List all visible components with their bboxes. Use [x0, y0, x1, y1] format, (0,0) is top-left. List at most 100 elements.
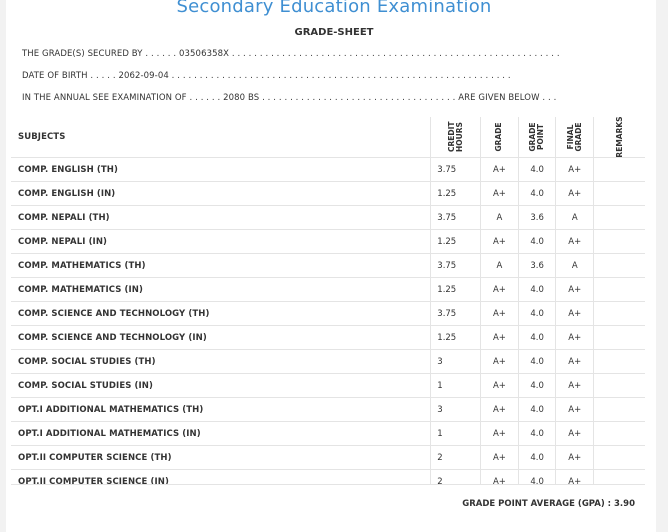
remarks-cell [593, 229, 645, 254]
table-row: COMP. NEPALI (TH) 3.75 A 3.6 A [11, 205, 645, 230]
secured-label: THE GRADE(S) SECURED BY [22, 49, 143, 59]
remarks-cell [593, 277, 645, 302]
remarks-cell [593, 445, 645, 470]
subject-cell: OPT.II COMPUTER SCIENCE (TH) [11, 445, 432, 470]
secured-dots: . . . . . . [145, 49, 177, 59]
subject-cell: COMP. SCIENCE AND TECHNOLOGY (TH) [11, 301, 432, 326]
credit-hours-cell: 1 [430, 373, 482, 398]
subject-cell: COMP. MATHEMATICS (TH) [11, 253, 432, 278]
given-below-text: ARE GIVEN BELOW . . . [458, 93, 557, 103]
credit-hours-cell: 1.25 [430, 277, 482, 302]
credit-hours-cell: 3.75 [430, 157, 482, 182]
grade-point-cell: 3.6 [518, 253, 557, 278]
final-grade-cell: A+ [555, 445, 595, 470]
table-row: COMP. SCIENCE AND TECHNOLOGY (IN) 1.25 A+ 4… [11, 325, 645, 350]
final-grade-cell: A+ [555, 397, 595, 422]
subject-cell: OPT.I ADDITIONAL MATHEMATICS (TH) [11, 397, 432, 422]
header-grade-point-cell: GRADE POINT [518, 117, 557, 158]
final-grade-cell: A+ [555, 301, 595, 326]
grades-table: SUBJECTS CREDIT HOURS GRADE GRADE POINT … [11, 116, 645, 493]
remarks-cell [593, 325, 645, 350]
credit-hours-cell: 2 [430, 445, 482, 470]
grade-point-cell: 4.0 [518, 325, 557, 350]
grade-cell: A+ [480, 229, 519, 254]
dob-label: DATE OF BIRTH [22, 71, 88, 81]
grade-point-cell: 4.0 [518, 445, 557, 470]
exam-label: IN THE ANNUAL SEE EXAMINATION OF [22, 93, 187, 103]
dob-trailing-dots: . . . . . . . . . . . . . . . . . . . . … [171, 71, 511, 81]
header-final-grade-cell: FINAL GRADE [555, 117, 595, 158]
secured-trailing-dots: . . . . . . . . . . . . . . . . . . . . … [231, 49, 560, 59]
header-remarks: REMARKS [614, 116, 624, 158]
header-final-grade: FINAL GRADE [565, 122, 583, 152]
table-row: COMP. MATHEMATICS (TH) 3.75 A 3.6 A [11, 253, 645, 278]
grade-point-cell: 4.0 [518, 157, 557, 182]
credit-hours-cell: 3.75 [430, 253, 482, 278]
header-credit-hours: CREDIT HOURS [446, 121, 464, 152]
subject-cell: COMP. MATHEMATICS (IN) [11, 277, 432, 302]
remarks-cell [593, 301, 645, 326]
final-grade-cell: A+ [555, 277, 595, 302]
header-subjects: SUBJECTS [11, 117, 432, 158]
final-grade-cell: A+ [555, 349, 595, 374]
table-row: COMP. SCIENCE AND TECHNOLOGY (TH) 3.75 A+ 4… [11, 301, 645, 326]
table-row: OPT.II COMPUTER SCIENCE (TH) 2 A+ 4.0 A+ [11, 445, 645, 470]
grade-cell: A+ [480, 373, 519, 398]
grade-cell: A [480, 253, 519, 278]
final-grade-cell: A+ [555, 325, 595, 350]
subject-cell: COMP. NEPALI (IN) [11, 229, 432, 254]
symbol-number: 03506358X [179, 49, 230, 59]
remarks-cell [593, 253, 645, 278]
table-row: COMP. ENGLISH (TH) 3.75 A+ 4.0 A+ [11, 157, 645, 182]
exam-dots: . . . . . . [189, 93, 221, 103]
credit-hours-cell: 3 [430, 397, 482, 422]
final-grade-cell: A+ [555, 373, 595, 398]
final-grade-cell: A+ [555, 229, 595, 254]
final-grade-cell: A [555, 205, 595, 230]
header-grade: GRADE [494, 122, 504, 152]
grade-cell: A+ [480, 397, 519, 422]
grade-cell: A+ [480, 277, 519, 302]
grade-point-cell: 4.0 [518, 397, 557, 422]
subject-cell: OPT.I ADDITIONAL MATHEMATICS (IN) [11, 421, 432, 446]
grade-point-cell: 4.0 [518, 349, 557, 374]
table-row: OPT.I ADDITIONAL MATHEMATICS (TH) 3 A+ 4.0 A… [11, 397, 645, 422]
table-row: COMP. SOCIAL STUDIES (TH) 3 A+ 4.0 A+ [11, 349, 645, 374]
grade-cell: A+ [480, 325, 519, 350]
credit-hours-cell: 1.25 [430, 181, 482, 206]
subject-cell: COMP. SOCIAL STUDIES (IN) [11, 373, 432, 398]
credit-hours-cell: 3 [430, 349, 482, 374]
final-grade-cell: A+ [555, 181, 595, 206]
grade-point-cell: 3.6 [518, 205, 557, 230]
subject-cell: COMP. ENGLISH (IN) [11, 181, 432, 206]
subject-cell: COMP. NEPALI (TH) [11, 205, 432, 230]
header-remarks-cell: REMARKS [594, 116, 645, 158]
remarks-cell [593, 205, 645, 230]
dob-value: 2062-09-04 [118, 71, 169, 81]
grade-cell: A+ [480, 349, 519, 374]
grade-point-cell: 4.0 [518, 229, 557, 254]
table-row: COMP. ENGLISH (IN) 1.25 A+ 4.0 A+ [11, 181, 645, 206]
final-grade-cell: A [555, 253, 595, 278]
grade-point-cell: 4.0 [518, 277, 557, 302]
header-grade-point: GRADE POINT [528, 122, 546, 152]
info-dob-line: DATE OF BIRTH . . . . . 2062-09-04 . . .… [22, 71, 511, 81]
subject-cell: COMP. ENGLISH (TH) [11, 157, 432, 182]
remarks-cell [593, 349, 645, 374]
exam-title: Secondary Education Examination [176, 0, 492, 17]
gpa-row: GRADE POINT AVERAGE (GPA) : 3.90 [11, 484, 645, 521]
credit-hours-cell: 1.25 [430, 229, 482, 254]
grade-cell: A [480, 205, 519, 230]
subject-cell: COMP. SCIENCE AND TECHNOLOGY (IN) [11, 325, 432, 350]
table-row: OPT.I ADDITIONAL MATHEMATICS (IN) 1 A+ 4.0 A… [11, 421, 645, 446]
grade-cell: A+ [480, 157, 519, 182]
sheet-title: GRADE-SHEET [294, 27, 374, 38]
header-grade-cell: GRADE [480, 117, 519, 158]
dob-dots: . . . . . [90, 71, 116, 81]
remarks-cell [593, 421, 645, 446]
remarks-cell [593, 397, 645, 422]
info-secured-line: THE GRADE(S) SECURED BY . . . . . . 0350… [22, 49, 560, 59]
grade-point-cell: 4.0 [518, 181, 557, 206]
credit-hours-cell: 1 [430, 421, 482, 446]
table-row: COMP. NEPALI (IN) 1.25 A+ 4.0 A+ [11, 229, 645, 254]
